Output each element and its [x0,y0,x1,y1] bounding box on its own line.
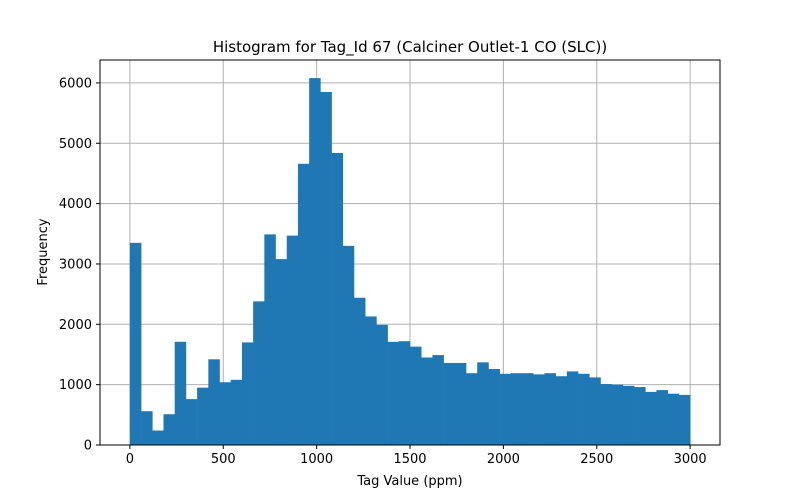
y-tick-label: 5000 [59,137,92,152]
histogram-bar [443,362,456,445]
histogram-bar [533,374,545,445]
histogram-bar [578,373,590,445]
x-tick-label: 3000 [674,452,707,467]
histogram-bar [264,234,276,445]
histogram-bar [656,390,669,445]
histogram-bar [141,411,153,445]
histogram-bar [600,384,612,445]
histogram-bar [678,394,691,445]
histogram-bar [320,91,332,445]
histogram-bar [454,362,467,445]
histogram-bar [387,341,400,445]
histogram-bar [510,373,523,445]
histogram-bar [477,362,489,445]
y-tick-label: 0 [84,439,92,454]
histogram-bar [275,259,288,445]
histogram-bar [566,371,579,445]
y-tick-label: 1000 [59,378,92,393]
histogram-bar [522,373,534,445]
x-axis-ticks: 0 500 1000 1500 2000 2500 3000 [126,445,707,467]
histogram-bar [230,379,243,445]
histogram-bars [129,78,691,446]
histogram-bar [376,324,388,445]
x-tick-label: 2000 [487,452,520,467]
histogram-bar [645,391,657,445]
histogram-bar [398,341,411,445]
histogram-bar [432,355,444,445]
histogram-bar [466,373,478,445]
y-tick-label: 3000 [59,257,92,272]
histogram-bar [152,430,164,445]
x-tick-label: 0 [126,452,134,467]
histogram-bar [253,301,265,445]
histogram-bar [286,235,299,445]
histogram-bar [667,393,680,445]
histogram-bar [499,373,512,445]
histogram-bar [163,414,175,445]
x-tick-label: 2500 [580,452,613,467]
histogram-bar [297,163,310,446]
histogram-bar [331,152,344,445]
histogram-bar [241,342,254,445]
y-axis-label: Frequency [36,218,51,285]
histogram-bar [410,346,422,445]
chart-title: Histogram for Tag_Id 67 (Calciner Outlet… [213,38,607,57]
y-tick-label: 2000 [59,318,92,333]
y-tick-label: 4000 [59,197,92,212]
x-axis-label: Tag Value (ppm) [356,474,462,489]
histogram-bar [634,387,646,445]
histogram-bar [353,297,366,445]
histogram-bar [208,359,220,445]
histogram-bar [309,78,321,445]
histogram-bar [555,376,568,445]
x-tick-label: 1500 [393,452,426,467]
histogram-bar [219,382,232,445]
histogram-bar [174,341,187,445]
x-tick-label: 500 [211,452,236,467]
x-tick-label: 1000 [300,452,333,467]
histogram-bar [365,316,377,445]
histogram-bar [129,242,142,445]
histogram-bar [185,399,198,445]
histogram-bar [622,385,635,445]
histogram-bar [197,387,209,445]
histogram-bar [342,245,355,445]
y-tick-label: 6000 [59,76,92,91]
histogram-bar [589,377,601,445]
histogram-bar [421,357,433,445]
histogram-bar [488,368,500,445]
histogram-bar [544,373,556,445]
histogram-bar [611,384,624,445]
y-axis-ticks: 0 1000 2000 3000 4000 5000 6000 [59,76,100,454]
